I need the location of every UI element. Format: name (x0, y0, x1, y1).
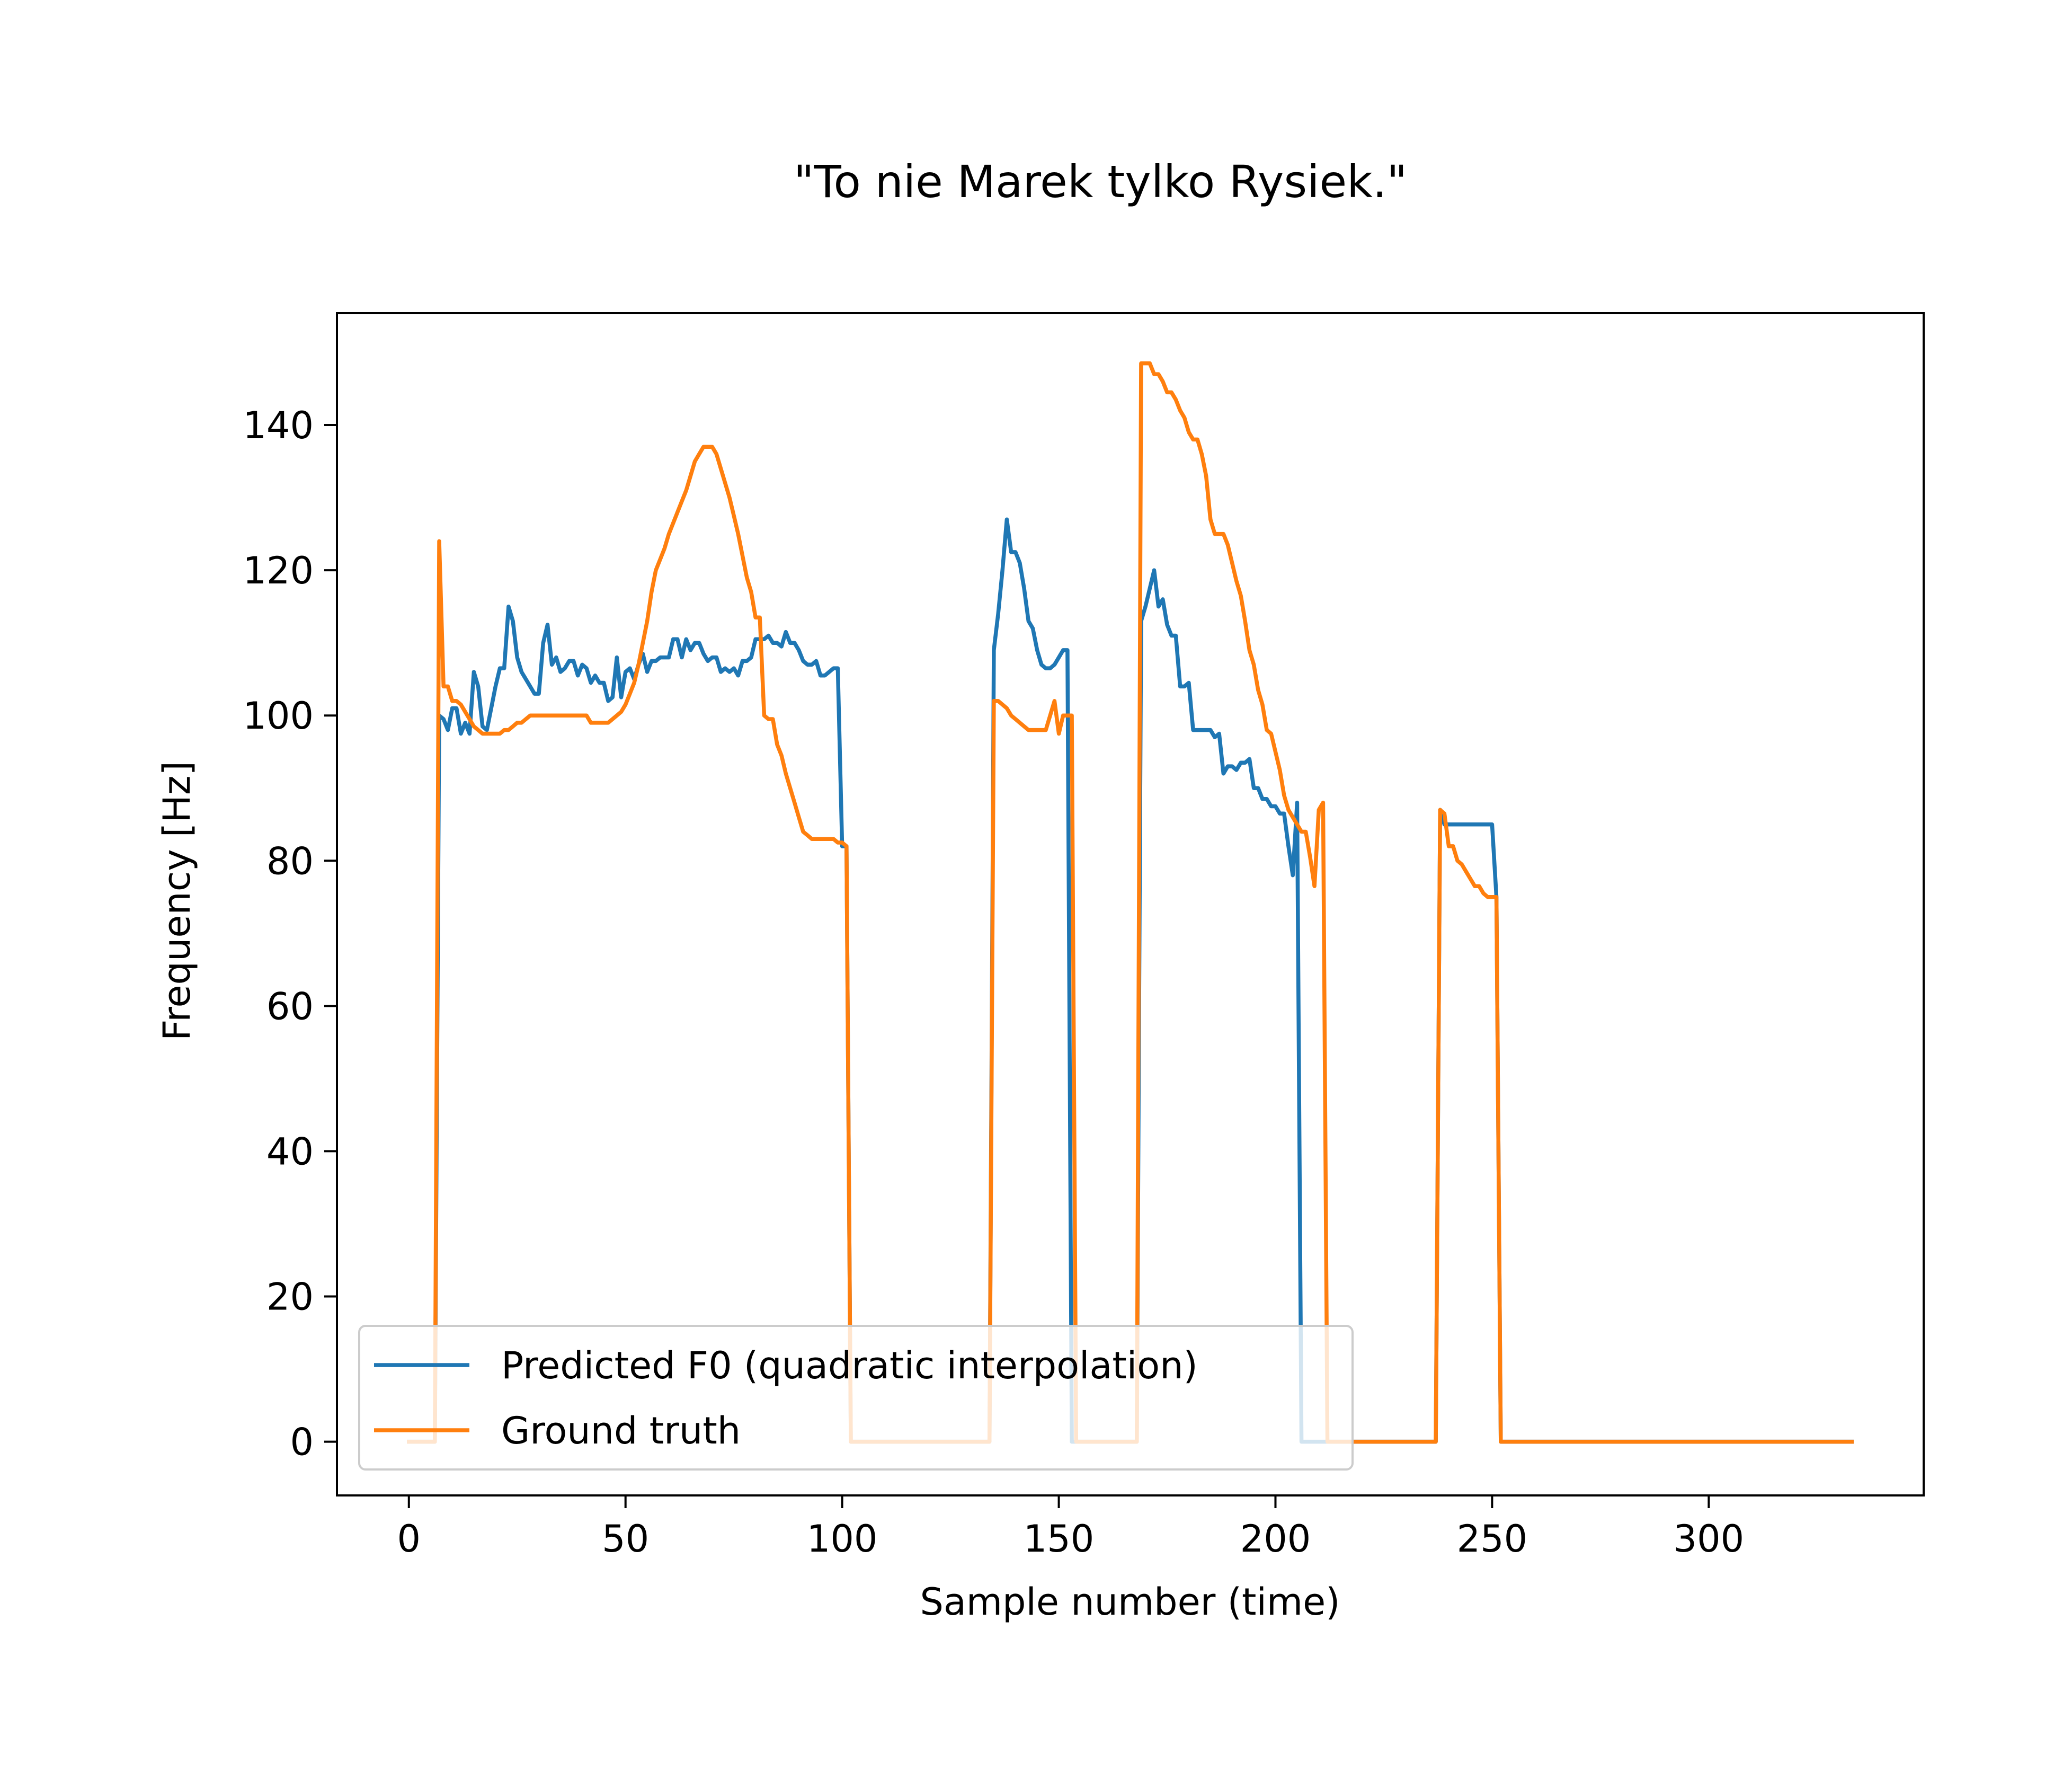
y-tick-label: 120 (243, 549, 314, 592)
legend: Predicted F0 (quadratic interpolation) Gr… (358, 1325, 1354, 1471)
y-axis-title: Frequency [Hz] (155, 761, 199, 1041)
axis-ticks: 0 50 100 150 200 250 300 0 20 40 60 80 100 120 140 (243, 404, 1744, 1561)
legend-box (358, 1325, 1354, 1471)
y-tick-label: 40 (266, 1130, 314, 1173)
x-tick-label: 150 (1024, 1517, 1095, 1561)
y-tick-label: 100 (243, 694, 314, 738)
x-tick-label: 300 (1674, 1517, 1745, 1561)
x-tick-label: 200 (1240, 1517, 1311, 1561)
series-line-predicted-f0 (407, 517, 1854, 1444)
y-tick-label: 20 (266, 1276, 314, 1319)
y-tick-label: 140 (243, 404, 314, 447)
y-tick-label: 0 (290, 1421, 314, 1464)
x-tick-label: 250 (1457, 1517, 1528, 1561)
y-tick-label: 60 (266, 985, 314, 1028)
axes-frame (336, 312, 1925, 1496)
x-axis-title: Sample number (time) (920, 1580, 1340, 1624)
series-line-ground-truth (407, 361, 1854, 1444)
x-tick-label: 50 (602, 1517, 649, 1561)
x-tick-label: 100 (807, 1517, 878, 1561)
x-tick-label: 0 (397, 1517, 421, 1561)
plot-area (336, 312, 1925, 1496)
chart-title: "To nie Marek tylko Rysiek." (794, 156, 1407, 208)
y-tick-label: 80 (266, 839, 314, 883)
legend-label: Ground truth (501, 1409, 741, 1453)
legend-label: Predicted F0 (quadratic interpolation) (501, 1344, 1198, 1387)
